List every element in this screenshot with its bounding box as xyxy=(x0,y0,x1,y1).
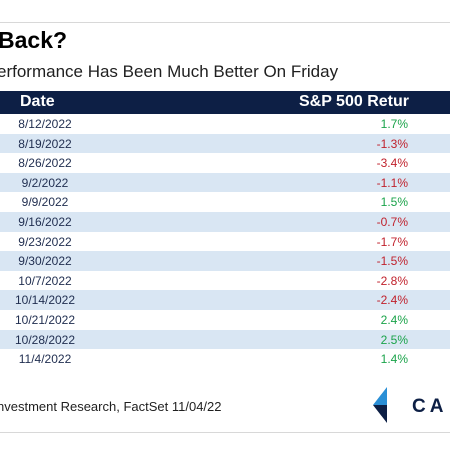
table-row: 10/14/2022 -2.4% xyxy=(0,290,450,310)
bottom-divider xyxy=(0,432,450,433)
return-cell: -2.8% xyxy=(376,273,408,288)
table-header: Date S&P 500 Retur xyxy=(0,91,450,114)
table-row: 9/30/2022 -1.5% xyxy=(0,251,450,271)
table-row: 10/21/2022 2.4% xyxy=(0,309,450,330)
table-row: 11/4/2022 1.4% xyxy=(0,349,450,369)
date-cell: 9/30/2022 xyxy=(18,254,72,269)
source-note: nvestment Research, FactSet 11/04/22 xyxy=(0,399,222,414)
date-cell: 9/23/2022 xyxy=(18,234,72,249)
return-cell: -2.4% xyxy=(376,293,408,308)
date-cell: 9/2/2022 xyxy=(21,175,69,190)
return-cell: -1.3% xyxy=(376,136,408,151)
return-cell: 2.4% xyxy=(380,312,408,327)
return-cell: 1.4% xyxy=(380,352,408,367)
date-cell: 9/16/2022 xyxy=(18,214,72,229)
date-cell: 10/21/2022 xyxy=(14,312,76,327)
table-row: 10/28/2022 2.5% xyxy=(0,329,450,350)
table-row: 10/7/2022 -2.8% xyxy=(0,270,450,291)
date-cell: 10/28/2022 xyxy=(14,332,76,347)
return-cell: 2.5% xyxy=(380,332,408,347)
table-row: 8/19/2022 -1.3% xyxy=(0,133,450,154)
top-divider xyxy=(0,22,450,23)
return-cell: 1.7% xyxy=(380,117,408,131)
return-cell: -3.4% xyxy=(376,156,408,171)
table-row: 9/2/2022 -1.1% xyxy=(0,172,450,193)
return-cell: 1.5% xyxy=(380,195,408,210)
column-header-date: Date xyxy=(20,93,55,110)
returns-table: Date S&P 500 Retur 8/12/2022 1.7% 8/19/202… xyxy=(0,91,450,369)
table-body: 8/12/2022 1.7% 8/19/2022 -1.3% 8/26/2022 -3.4… xyxy=(0,114,450,369)
date-cell: 8/26/2022 xyxy=(18,156,72,171)
return-cell: -1.1% xyxy=(376,175,408,190)
date-cell: 8/12/2022 xyxy=(18,117,72,131)
date-cell: 9/9/2022 xyxy=(21,195,69,210)
return-cell: -0.7% xyxy=(376,214,408,229)
column-header-return: S&P 500 Retur xyxy=(299,93,409,110)
page-title: Back? xyxy=(0,27,68,53)
table-row: 9/23/2022 -1.7% xyxy=(0,231,450,252)
table-row: 9/9/2022 1.5% xyxy=(0,192,450,212)
table-row: 8/12/2022 1.7% xyxy=(0,114,450,134)
return-cell: -1.5% xyxy=(376,254,408,269)
return-cell: -1.7% xyxy=(376,234,408,249)
date-cell: 11/4/2022 xyxy=(18,352,72,367)
table-row: 8/26/2022 -3.4% xyxy=(0,153,450,173)
date-cell: 8/19/2022 xyxy=(18,136,72,151)
date-cell: 10/14/2022 xyxy=(14,293,76,308)
logo-icon xyxy=(373,387,387,423)
page-subtitle: erformance Has Been Much Better On Frida… xyxy=(0,62,339,81)
date-cell: 10/7/2022 xyxy=(18,273,72,288)
logo-text: CA xyxy=(412,396,448,417)
table-row: 9/16/2022 -0.7% xyxy=(0,211,450,232)
